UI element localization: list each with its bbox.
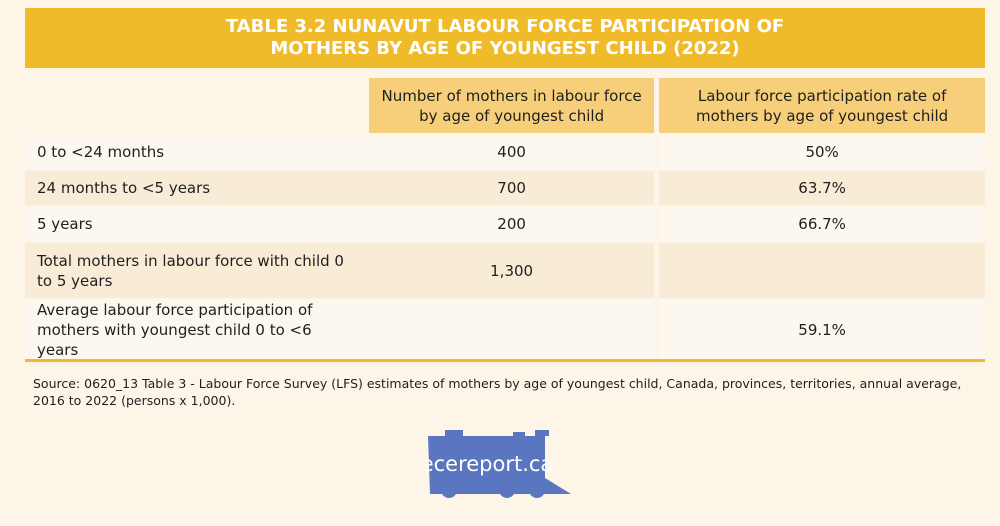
wheel [499,482,515,498]
cell [369,300,655,360]
wheel [529,482,545,498]
gap [654,135,660,169]
cell: 59.1% [659,300,985,360]
cell: 400 [369,135,655,169]
table-row: 0 to <24 months 400 50% [25,135,985,169]
row-label: Total mothers in labour force with child… [25,243,369,298]
table-row: Average labour force participation of mo… [25,300,985,360]
bottom-rule [25,359,985,362]
data-table: Number of mothers in labour force by age… [25,76,985,362]
wheel [441,482,457,498]
cell: 63.7% [659,171,985,205]
header-row: Number of mothers in labour force by age… [25,78,985,133]
row-label: 5 years [25,207,369,241]
row-label: Average labour force participation of mo… [25,300,369,360]
gap [654,171,660,205]
table-row: 24 months to <5 years 700 63.7% [25,171,985,205]
gap [654,243,660,298]
table-body: 0 to <24 months 400 50% 24 months to <5 yea… [25,135,985,360]
cell: 50% [659,135,985,169]
row-label: 0 to <24 months [25,135,369,169]
cell: 200 [369,207,655,241]
column-header: Number of mothers in labour force by age… [369,78,655,133]
gap [654,300,660,360]
table-row: 5 years 200 66.7% [25,207,985,241]
logo: ecereport.ca [425,430,571,498]
logo-text: ecereport.ca [425,452,553,476]
gap [654,207,660,241]
cell: 1,300 [369,243,655,298]
cell: 66.7% [659,207,985,241]
column-header: Labour force participation rate of mothe… [659,78,985,133]
table-row: Total mothers in labour force with child… [25,243,985,298]
train-shape [428,430,571,494]
title-bar: TABLE 3.2 NUNAVUT LABOUR FORCE PARTICIPA… [25,8,985,68]
title: TABLE 3.2 NUNAVUT LABOUR FORCE PARTICIPA… [225,16,785,59]
header-blank [25,78,369,133]
cell: 700 [369,171,655,205]
cell [659,243,985,298]
source-note: Source: 0620_13 Table 3 - Labour Force S… [33,376,962,408]
row-label: 24 months to <5 years [25,171,369,205]
